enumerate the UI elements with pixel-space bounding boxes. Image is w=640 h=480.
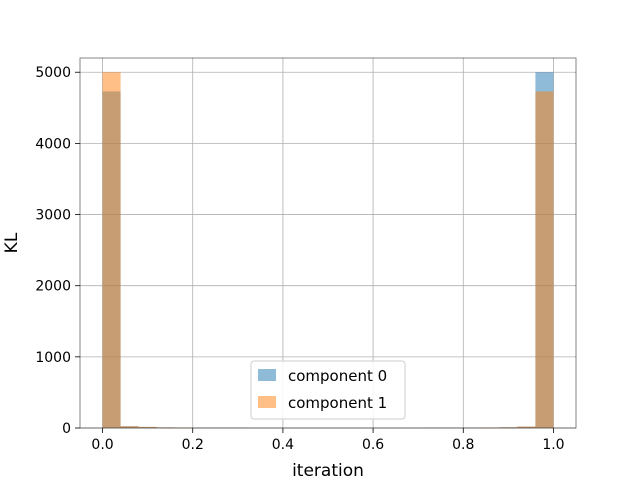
x-tick-label: 0.8 [452,437,474,453]
y-tick-label: 5000 [35,65,71,81]
bar-series-1-bin-1 [120,426,139,428]
y-tick-label: 0 [62,421,71,437]
y-tick-label: 1000 [35,350,71,366]
legend-frame [250,360,406,420]
bar-series-1-bin-24 [535,91,554,428]
y-tick-label: 4000 [35,136,71,152]
x-tick-label: 0.0 [91,437,113,453]
y-axis-ticks: 0 1000 2000 3000 4000 5000 [35,65,80,437]
legend-label-component-0: component 0 [288,367,387,385]
x-axis-ticks: 0.0 0.2 0.4 0.6 0.8 1.0 [91,428,565,453]
legend: component 0 component 1 [250,360,406,420]
bars [102,72,554,428]
legend-swatch-component-0 [258,369,276,381]
y-tick-label: 3000 [35,208,71,224]
x-tick-label: 0.6 [362,437,384,453]
x-axis-label: iteration [292,461,364,480]
x-tick-label: 1.0 [542,437,564,453]
x-tick-label: 0.4 [272,437,294,453]
plot-frame [79,57,577,429]
x-tick-label: 0.2 [182,437,204,453]
legend-swatch-component-1 [258,396,276,408]
bar-series-1-bin-0 [102,72,121,428]
y-tick-label: 2000 [35,279,71,295]
bar-series-1-bin-2 [138,426,157,428]
bar-series-1-bin-23 [517,426,536,428]
y-axis-label: KL [2,232,22,253]
legend-label-component-1: component 1 [288,394,387,412]
